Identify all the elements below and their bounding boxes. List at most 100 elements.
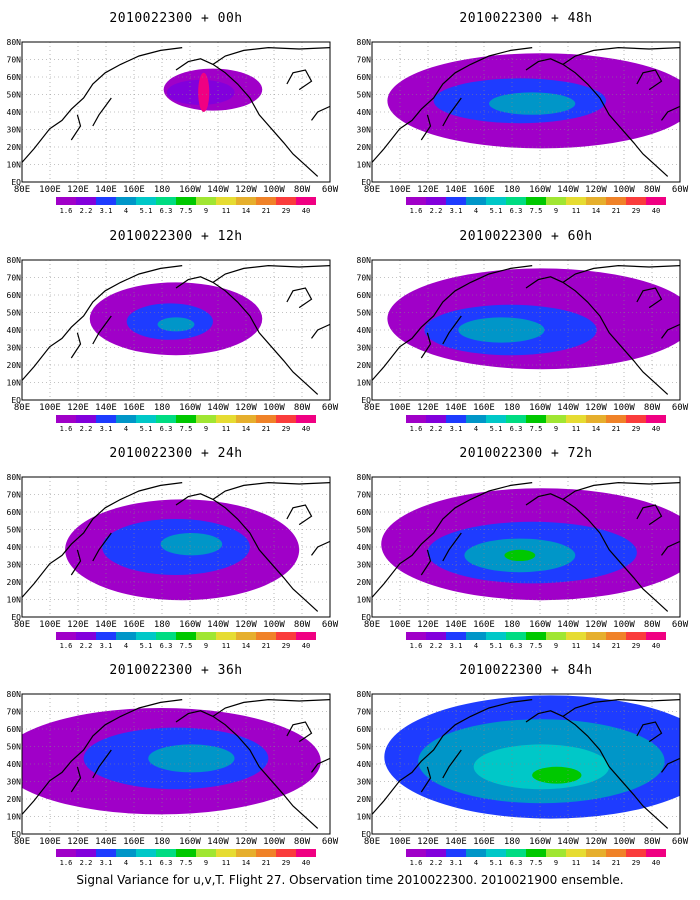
- lat-tick-label: 60N: [7, 508, 22, 517]
- colorbar-swatch: [236, 415, 256, 423]
- lon-tick-label: 60W: [322, 620, 339, 630]
- lon-tick-label: 80E: [14, 403, 30, 413]
- lon-tick-label: 160W: [179, 620, 201, 630]
- colorbar-label: 9: [204, 207, 208, 215]
- lat-tick-label: EQ: [11, 830, 21, 839]
- colorbar-label: 29: [632, 859, 640, 867]
- lon-tick-label: 140W: [207, 185, 229, 195]
- colorbar-swatch: [486, 632, 506, 640]
- colorbar-label: 4: [474, 642, 478, 650]
- lon-tick-label: 120E: [67, 403, 89, 413]
- lat-tick-label: 60N: [7, 73, 22, 82]
- colorbar-swatch: [406, 632, 426, 640]
- colorbar-swatch: [196, 197, 216, 205]
- lat-tick-label: 40N: [7, 543, 22, 552]
- colorbar-label: 11: [222, 207, 230, 215]
- lat-tick-label: 10N: [357, 161, 372, 170]
- colorbar-swatch: [96, 197, 116, 205]
- coastline: [562, 264, 680, 283]
- colorbar-label: 4: [124, 642, 128, 650]
- colorbar-label: 1.6: [60, 642, 73, 650]
- lon-tick-label: 60W: [672, 620, 689, 630]
- colorbar-swatch: [176, 197, 196, 205]
- colorbar-label: 9: [554, 642, 558, 650]
- lat-tick-label: 50N: [7, 526, 22, 535]
- colorbar-swatch: [606, 849, 626, 857]
- lat-tick-label: 30N: [357, 126, 372, 135]
- lon-tick-label: 60W: [672, 403, 689, 413]
- colorbar-label: 11: [572, 859, 580, 867]
- lon-tick-label: 120W: [585, 403, 607, 413]
- lon-tick-label: 100W: [263, 837, 285, 847]
- colorbar: 1.6 2.2 3.1 4 5.1 6.3 7.5 9 11 14 21 29 40: [56, 197, 316, 215]
- colorbar-swatch: [526, 849, 546, 857]
- coastline: [372, 482, 533, 598]
- coastline: [311, 757, 330, 773]
- lon-tick-label: 160E: [123, 620, 145, 630]
- colorbar-label: 1.6: [410, 859, 423, 867]
- colorbar-swatch: [426, 632, 446, 640]
- lon-tick-label: 140W: [557, 185, 579, 195]
- colorbar-label: 5.1: [490, 425, 503, 433]
- lat-tick-label: 30N: [7, 561, 22, 570]
- coastline: [70, 766, 82, 793]
- colorbar: 1.6 2.2 3.1 4 5.1 6.3 7.5 9 11 14 21 29 40: [406, 632, 666, 650]
- colorbar-label: 6.3: [160, 425, 173, 433]
- figure-caption: Signal Variance for u,v,T. Flight 27. Ob…: [76, 873, 624, 887]
- colorbar-label: 2.2: [430, 425, 443, 433]
- colorbar-label: 9: [204, 425, 208, 433]
- lat-tick-label: 80N: [357, 38, 372, 47]
- lon-tick-label: 100E: [39, 403, 61, 413]
- colorbar-swatch: [116, 849, 136, 857]
- lat-tick-label: 60N: [357, 725, 372, 734]
- coastline: [286, 504, 313, 526]
- lat-tick-label: EQ: [11, 613, 21, 622]
- lat-tick-label: 50N: [357, 91, 372, 100]
- colorbar-swatch: [446, 197, 466, 205]
- colorbar-label: 7.5: [180, 642, 193, 650]
- colorbar-label: 11: [222, 425, 230, 433]
- lat-tick-label: 20N: [357, 578, 372, 587]
- colorbar-label: 2.2: [430, 207, 443, 215]
- coastline: [661, 757, 680, 773]
- colorbar-swatch: [236, 632, 256, 640]
- colorbar-label: 11: [572, 425, 580, 433]
- colorbar-swatch: [156, 849, 176, 857]
- colorbar-swatch: [586, 415, 606, 423]
- variance-field: [22, 42, 330, 182]
- colorbar-label: 21: [262, 642, 270, 650]
- coastline: [175, 710, 319, 829]
- colorbar-label: 1.6: [410, 425, 423, 433]
- colorbar-swatch: [76, 197, 96, 205]
- colorbar-label: 29: [632, 642, 640, 650]
- colorbar-label: 40: [652, 425, 660, 433]
- lat-tick-label: 50N: [7, 309, 22, 318]
- coastline: [286, 721, 313, 743]
- coastline: [311, 323, 330, 339]
- lon-tick-label: 120W: [585, 620, 607, 630]
- colorbar-label: 5.1: [490, 859, 503, 867]
- lat-tick-label: 70N: [357, 274, 372, 283]
- lon-tick-label: 120E: [417, 837, 439, 847]
- lon-tick-label: 100W: [613, 620, 635, 630]
- colorbar-label: 1.6: [60, 207, 73, 215]
- colorbar-label: 2.2: [80, 642, 93, 650]
- lon-tick-label: 140E: [95, 620, 117, 630]
- lon-tick-label: 80E: [364, 185, 380, 195]
- colorbar-swatch: [56, 632, 76, 640]
- lat-tick-label: 70N: [7, 708, 22, 717]
- colorbar-swatch: [446, 415, 466, 423]
- colorbar-swatch: [646, 415, 666, 423]
- colorbar-label: 40: [652, 859, 660, 867]
- coastline: [420, 114, 432, 141]
- lon-tick-label: 120W: [585, 837, 607, 847]
- lon-tick-label: 160E: [473, 620, 495, 630]
- lon-tick-label: 180: [154, 185, 170, 195]
- colorbar-label: 14: [242, 207, 250, 215]
- colorbar-swatch: [646, 849, 666, 857]
- lon-tick-label: 160W: [529, 403, 551, 413]
- panel-title: 2010022300 + 84h: [459, 663, 592, 678]
- lon-tick-label: 140W: [557, 403, 579, 413]
- colorbar-label: 4: [474, 859, 478, 867]
- colorbar-swatch: [116, 415, 136, 423]
